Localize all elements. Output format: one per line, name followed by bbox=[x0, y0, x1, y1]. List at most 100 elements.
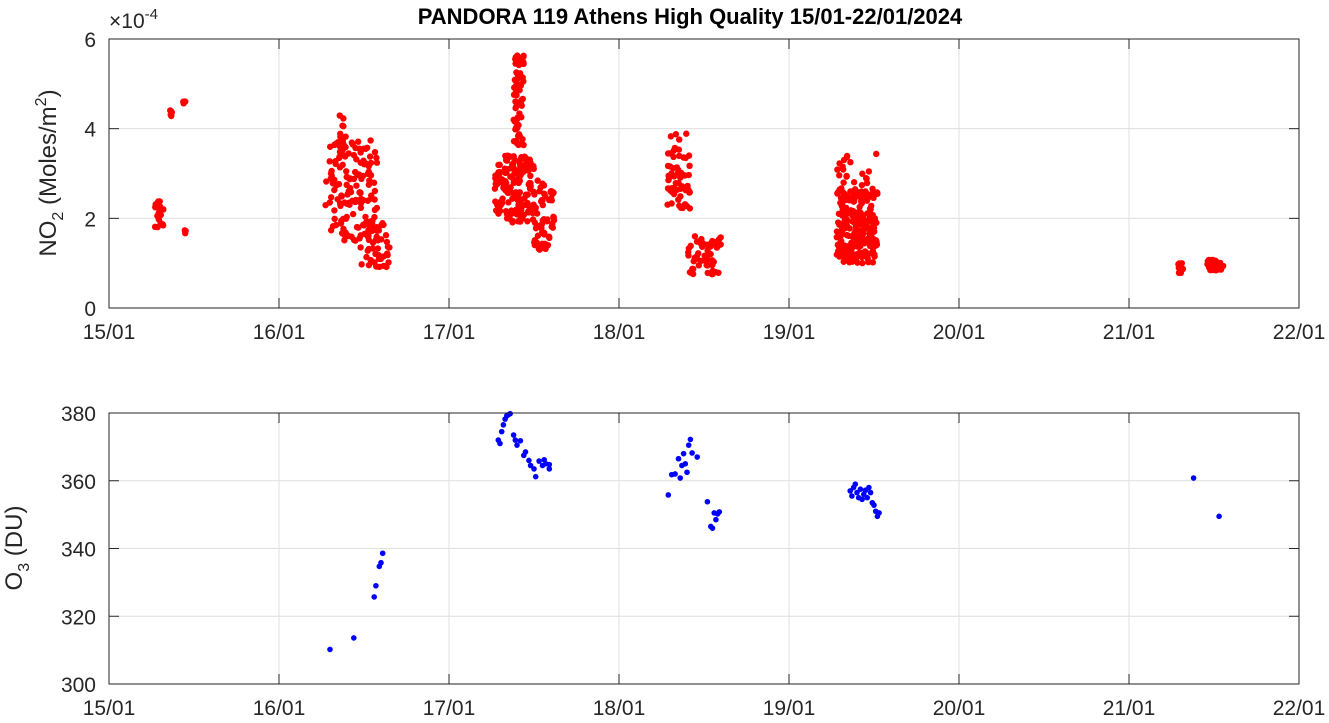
no2-data-point bbox=[509, 219, 516, 226]
o3-data-point bbox=[677, 475, 683, 481]
no2-data-point bbox=[337, 133, 344, 140]
no2-data-point bbox=[362, 145, 369, 152]
no2-data-point bbox=[522, 191, 530, 198]
no2-data-point bbox=[526, 184, 534, 192]
o3-data-point bbox=[379, 550, 386, 557]
no2-data-point bbox=[328, 167, 335, 175]
o3-y-label: O3 (DU) bbox=[1, 506, 33, 591]
no2-data-point bbox=[367, 137, 374, 144]
o3-data-point bbox=[852, 481, 859, 487]
no2-data-point bbox=[836, 186, 843, 193]
no2-data-point bbox=[331, 141, 338, 149]
no2-data-point bbox=[348, 139, 356, 146]
no2-data-point bbox=[379, 220, 386, 227]
no2-data-point bbox=[357, 244, 364, 251]
o3-data-point bbox=[866, 484, 872, 491]
no2-data-point bbox=[329, 222, 337, 230]
no2-data-point bbox=[347, 188, 355, 196]
no2-data-point bbox=[374, 245, 382, 252]
no2-data-point bbox=[527, 172, 534, 180]
o3-data-point bbox=[373, 582, 379, 589]
no2-data-point bbox=[353, 182, 360, 189]
o3-data-point bbox=[531, 466, 537, 472]
o3-data-point bbox=[713, 516, 719, 523]
no2-data-point bbox=[514, 218, 522, 225]
no2-data-point bbox=[666, 174, 673, 182]
no2-data-point bbox=[508, 189, 515, 196]
no2-data-point bbox=[833, 228, 841, 235]
no2-data-point bbox=[850, 179, 858, 186]
o3-xtick-label: 20/01 bbox=[933, 697, 986, 720]
no2-data-point bbox=[521, 161, 528, 169]
no2-data-point bbox=[858, 200, 865, 207]
no2-data-point bbox=[386, 244, 393, 251]
o3-data-point bbox=[857, 486, 864, 493]
o3-data-point bbox=[864, 494, 870, 501]
no2-points bbox=[151, 52, 1227, 278]
no2-data-point bbox=[515, 141, 522, 149]
no2-data-point bbox=[841, 217, 848, 225]
no2-ylabel-sub: 2 bbox=[50, 212, 67, 221]
no2-data-point bbox=[519, 136, 526, 143]
no2-data-point bbox=[713, 244, 721, 251]
no2-data-point bbox=[343, 168, 350, 175]
o3-data-point bbox=[689, 450, 695, 456]
no2-data-point bbox=[502, 169, 509, 177]
no2-data-point bbox=[380, 262, 387, 270]
no2-ylabel-sup: 2 bbox=[33, 97, 50, 106]
o3-xtick-label: 22/01 bbox=[1273, 697, 1326, 720]
o3-data-point bbox=[378, 559, 384, 566]
no2-data-point bbox=[539, 197, 546, 204]
no2-xtick-label: 19/01 bbox=[763, 321, 816, 344]
no2-ylabel-rest: (Moles/m bbox=[35, 106, 62, 211]
o3-ylabel-sub: 3 bbox=[16, 563, 33, 572]
o3-data-point bbox=[498, 428, 505, 435]
no2-data-point bbox=[517, 196, 525, 204]
no2-plot-area bbox=[108, 38, 1300, 309]
no2-data-point bbox=[685, 249, 692, 256]
no2-data-point bbox=[371, 259, 378, 266]
no2-data-point bbox=[837, 194, 845, 202]
no2-data-point bbox=[682, 154, 689, 162]
no2-data-point bbox=[833, 233, 841, 241]
o3-ticks: 15/01 16/01 17/01 18/01 19/01 20/01 21/01 22/01… bbox=[61, 403, 1325, 720]
o3-data-point bbox=[500, 422, 507, 428]
no2-data-point bbox=[510, 138, 518, 145]
o3-data-point bbox=[871, 502, 877, 508]
no2-xtick-label: 17/01 bbox=[423, 321, 476, 344]
o3-data-point bbox=[527, 462, 534, 469]
no2-data-point bbox=[670, 190, 678, 198]
no2-data-point bbox=[1179, 265, 1187, 273]
no2-data-point bbox=[156, 198, 163, 205]
no2-data-point bbox=[384, 251, 391, 259]
no2-data-point bbox=[513, 69, 520, 76]
no2-data-point bbox=[341, 237, 348, 244]
no2-data-point bbox=[369, 245, 376, 252]
no2-data-point bbox=[362, 219, 369, 227]
o3-data-point bbox=[546, 466, 553, 472]
no2-data-point bbox=[697, 257, 705, 265]
no2-data-point bbox=[701, 252, 708, 259]
o3-data-point bbox=[522, 449, 529, 455]
no2-data-point bbox=[531, 191, 538, 198]
no2-data-point bbox=[495, 161, 502, 169]
no2-data-point bbox=[168, 112, 175, 120]
no2-data-point bbox=[836, 172, 843, 179]
o3-data-point bbox=[351, 635, 357, 641]
no2-data-point bbox=[371, 213, 378, 221]
no2-xtick-label: 21/01 bbox=[1103, 321, 1156, 344]
no2-data-point bbox=[339, 215, 347, 223]
no2-data-point bbox=[845, 232, 853, 240]
no2-data-point bbox=[338, 192, 345, 199]
no2-ylabel-main: NO bbox=[35, 221, 62, 257]
no2-data-point bbox=[849, 254, 857, 262]
no2-data-point bbox=[370, 179, 378, 186]
no2-data-point bbox=[540, 182, 548, 189]
no2-data-point bbox=[506, 212, 513, 220]
no2-data-point bbox=[517, 81, 524, 88]
no2-data-point bbox=[668, 184, 676, 192]
exponent-power: -4 bbox=[145, 6, 158, 23]
no2-data-point bbox=[339, 161, 346, 169]
no2-data-point bbox=[548, 197, 556, 204]
o3-ytick-label: 320 bbox=[61, 606, 96, 629]
